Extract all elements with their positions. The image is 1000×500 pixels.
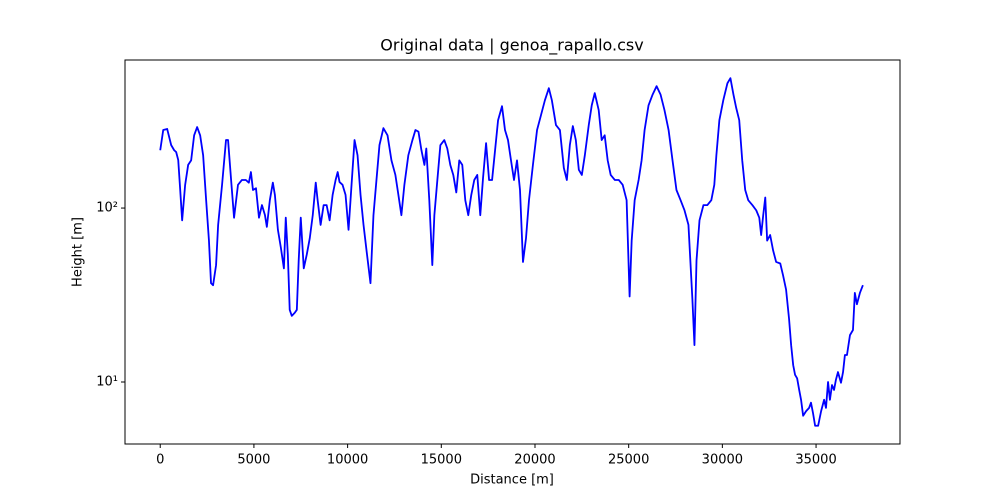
y-axis-label: Height [m]: [71, 217, 86, 287]
x-axis-label: Distance [m]: [470, 473, 554, 488]
x-tick-label: 20000: [514, 453, 555, 468]
plot-frame: [124, 59, 901, 445]
x-tick-label: 15000: [421, 453, 462, 468]
x-tick-label: 10000: [327, 453, 368, 468]
data-line: [159, 77, 864, 427]
x-tick-label: 25000: [608, 453, 649, 468]
x-tick-label: 0: [156, 453, 164, 468]
x-tick-label: 35000: [795, 453, 836, 468]
y-tick-label: 10¹: [96, 374, 118, 389]
x-tick-label: 30000: [702, 453, 743, 468]
x-tick-label: 5000: [237, 453, 270, 468]
chart-title: Original data | genoa_rapallo.csv: [380, 36, 643, 56]
y-tick-label: 10²: [96, 201, 118, 216]
